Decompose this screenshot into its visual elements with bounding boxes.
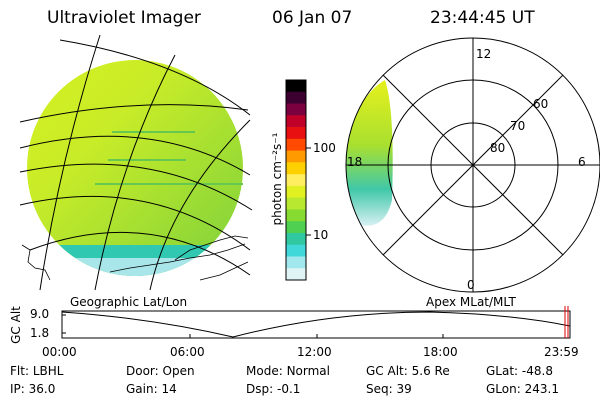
info-glon: GLon: 243.1 bbox=[486, 382, 559, 396]
altitude-xtick-1800: 18:00 bbox=[423, 345, 458, 359]
instrument-title: Ultraviolet Imager bbox=[47, 8, 201, 28]
colorbar-frame bbox=[285, 79, 307, 281]
colorbar-segment bbox=[286, 162, 306, 175]
colorbar-segment bbox=[286, 174, 306, 187]
geographic-grid bbox=[19, 34, 253, 291]
colorbar-segment bbox=[286, 268, 306, 281]
colorbar-tick-100-label: 100 bbox=[313, 141, 336, 155]
altitude-ytick-1-8: 1.8 bbox=[30, 326, 50, 340]
coastlines bbox=[21, 235, 249, 281]
colorbar-segment bbox=[286, 138, 306, 152]
info-glat: GLat: -48.8 bbox=[486, 364, 553, 378]
info-gc-alt: GC Alt: 5.6 Re bbox=[366, 364, 450, 378]
mlt-label-12: 12 bbox=[476, 47, 492, 61]
left-panel-caption: Geographic Lat/Lon bbox=[70, 295, 188, 309]
altitude-ylabel: GC Alt bbox=[9, 306, 23, 344]
colorbar-segment bbox=[286, 127, 306, 140]
polar-auroral-image bbox=[346, 80, 393, 226]
polar-grid bbox=[345, 37, 600, 293]
info-gain: Gain: 14 bbox=[126, 382, 177, 396]
colorbar-tick-10-label: 10 bbox=[313, 228, 329, 242]
uv-disk-image bbox=[27, 60, 243, 276]
colorbar-segment bbox=[286, 256, 306, 269]
colorbar-segment bbox=[286, 103, 306, 116]
colorbar-segment bbox=[286, 244, 306, 257]
colorbar-segment bbox=[286, 115, 306, 128]
info-flt: Flt: LBHL bbox=[10, 364, 64, 378]
mlt-label-18: 18 bbox=[347, 155, 363, 169]
mlt-label-0: 0 bbox=[467, 278, 475, 292]
colorbar-segment bbox=[286, 209, 306, 222]
colorbar-unit-label: photon cm⁻²s⁻¹ bbox=[270, 132, 284, 226]
time-label: 23:44:45 UT bbox=[430, 8, 535, 28]
mlat-label-70: 70 bbox=[510, 119, 526, 133]
colorbar-segment bbox=[286, 232, 306, 246]
colorbar-segment bbox=[286, 150, 306, 163]
altitude-xtick-1200: 12:00 bbox=[297, 345, 332, 359]
colorbar-segment bbox=[286, 185, 306, 199]
date-label: 06 Jan 07 bbox=[272, 8, 353, 28]
colorbar bbox=[286, 80, 306, 281]
info-seq: Seq: 39 bbox=[366, 382, 412, 396]
right-panel-caption: Apex MLat/MLT bbox=[426, 295, 516, 309]
colorbar-segment bbox=[286, 91, 306, 105]
info-door: Door: Open bbox=[126, 364, 195, 378]
mlt-label-6: 6 bbox=[578, 155, 586, 169]
altitude-xtick-2359: 23:59 bbox=[544, 345, 579, 359]
colorbar-segment bbox=[286, 197, 306, 210]
info-ip: IP: 36.0 bbox=[10, 382, 56, 396]
mlat-label-80: 80 bbox=[490, 141, 506, 155]
altitude-xtick-0600: 06:00 bbox=[170, 345, 205, 359]
altitude-ytick-9: 9.0 bbox=[30, 307, 50, 321]
altitude-xtick-0000: 00:00 bbox=[42, 345, 77, 359]
info-dsp: Dsp: -0.1 bbox=[246, 382, 301, 396]
info-mode: Mode: Normal bbox=[246, 364, 330, 378]
colorbar-segment bbox=[286, 221, 306, 234]
mlat-label-60: 60 bbox=[533, 97, 549, 111]
colorbar-segment bbox=[286, 80, 306, 93]
altitude-plot bbox=[61, 306, 571, 339]
